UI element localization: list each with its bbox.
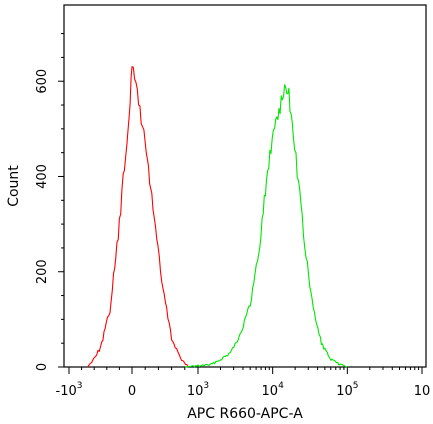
series-line-green <box>184 84 348 368</box>
x-tick-label: 0 <box>128 384 136 399</box>
x-tick-label: 104 <box>262 381 285 399</box>
x-tick-label: -103 <box>56 381 83 399</box>
plot-frame <box>63 4 427 368</box>
y-tick-label: 600 <box>35 69 50 94</box>
x-tick-label: 10 <box>414 384 431 399</box>
x-axis: -103 0 103 104 105 10 <box>56 367 431 399</box>
y-tick-label: 0 <box>35 363 50 371</box>
x-axis-label: APC R660-APC-A <box>187 406 303 422</box>
y-tick-label: 400 <box>35 164 50 189</box>
y-tick-label: 200 <box>35 259 50 284</box>
y-axis: 0 200 400 600 <box>35 33 64 371</box>
x-tick-label: 105 <box>336 381 358 399</box>
y-axis-label: Count <box>6 165 22 207</box>
series-line-red <box>87 66 189 368</box>
series-layer <box>87 66 348 368</box>
x-tick-label: 103 <box>187 381 209 399</box>
